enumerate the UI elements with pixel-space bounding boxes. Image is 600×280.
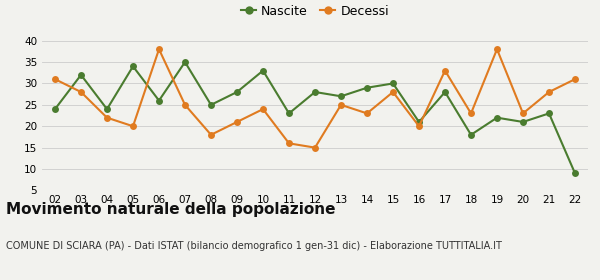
Legend: Nascite, Decessi: Nascite, Decessi <box>236 0 394 22</box>
Nascite <box>364 86 371 89</box>
Decessi <box>364 112 371 115</box>
Nascite <box>103 108 110 111</box>
Nascite <box>233 90 241 94</box>
Nascite <box>337 95 344 98</box>
Decessi <box>52 78 59 81</box>
Nascite <box>259 69 266 72</box>
Decessi <box>77 90 85 94</box>
Nascite <box>52 108 59 111</box>
Nascite <box>311 90 319 94</box>
Decessi <box>233 120 241 124</box>
Decessi <box>259 108 266 111</box>
Nascite <box>155 99 163 102</box>
Decessi <box>286 142 293 145</box>
Decessi <box>103 116 110 119</box>
Nascite <box>130 65 137 68</box>
Decessi <box>467 112 475 115</box>
Decessi <box>389 90 397 94</box>
Nascite <box>520 120 527 124</box>
Decessi <box>493 48 500 51</box>
Nascite <box>467 133 475 136</box>
Nascite <box>571 172 578 175</box>
Decessi <box>337 103 344 106</box>
Line: Decessi: Decessi <box>52 46 578 151</box>
Decessi <box>415 125 422 128</box>
Text: COMUNE DI SCIARA (PA) - Dati ISTAT (bilancio demografico 1 gen-31 dic) - Elabora: COMUNE DI SCIARA (PA) - Dati ISTAT (bila… <box>6 241 502 251</box>
Decessi <box>520 112 527 115</box>
Nascite <box>286 112 293 115</box>
Decessi <box>130 125 137 128</box>
Nascite <box>77 73 85 76</box>
Decessi <box>545 90 553 94</box>
Nascite <box>442 90 449 94</box>
Line: Nascite: Nascite <box>52 59 578 177</box>
Nascite <box>208 103 215 106</box>
Decessi <box>571 78 578 81</box>
Decessi <box>181 103 188 106</box>
Nascite <box>389 82 397 85</box>
Nascite <box>493 116 500 119</box>
Nascite <box>415 120 422 124</box>
Decessi <box>442 69 449 72</box>
Decessi <box>155 48 163 51</box>
Nascite <box>181 60 188 64</box>
Decessi <box>311 146 319 149</box>
Nascite <box>545 112 553 115</box>
Text: Movimento naturale della popolazione: Movimento naturale della popolazione <box>6 202 335 217</box>
Decessi <box>208 133 215 136</box>
